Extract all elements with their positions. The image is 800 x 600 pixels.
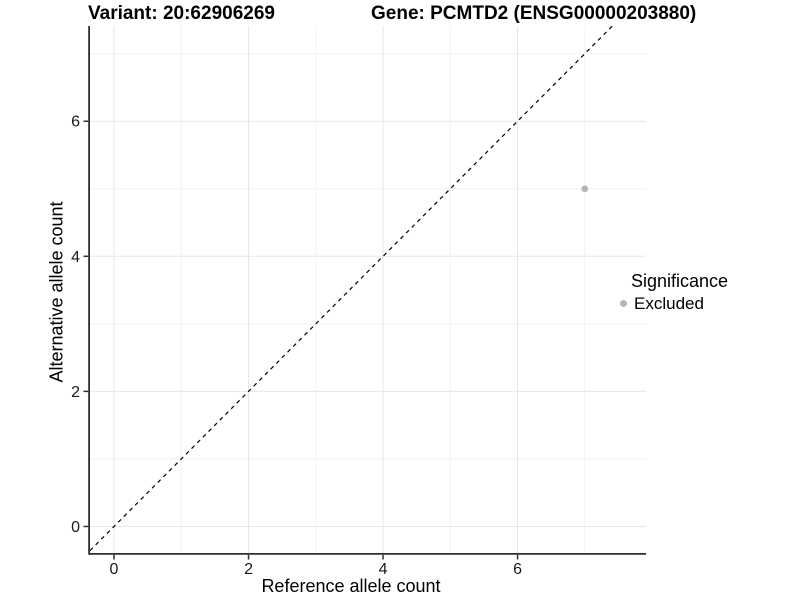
y-tick-label: 2 xyxy=(71,384,80,401)
y-axis-title: Alternative allele count xyxy=(46,201,67,383)
y-tick-label: 6 xyxy=(71,114,80,131)
x-tick-label: 2 xyxy=(244,561,253,578)
legend-entry-label: Excluded xyxy=(634,294,704,313)
x-tick-label: 6 xyxy=(513,561,522,578)
plot-title-gene: Gene: PCMTD2 (ENSG00000203880) xyxy=(371,3,697,24)
plot-title-variant: Variant: 20:62906269 xyxy=(88,3,275,24)
legend-entry-excluded: Excluded xyxy=(616,295,728,312)
x-tick-label: 4 xyxy=(379,561,388,578)
y-tick-label: 0 xyxy=(71,519,80,536)
x-tick-label: 0 xyxy=(110,561,119,578)
y-tick-label: 4 xyxy=(71,249,80,266)
identity-line xyxy=(89,25,613,551)
x-axis-title: Reference allele count xyxy=(261,576,441,596)
data-point xyxy=(581,185,589,193)
legend-key-dot-icon xyxy=(620,300,627,307)
legend: Significance Excluded xyxy=(616,272,728,312)
legend-title: Significance xyxy=(631,271,729,291)
